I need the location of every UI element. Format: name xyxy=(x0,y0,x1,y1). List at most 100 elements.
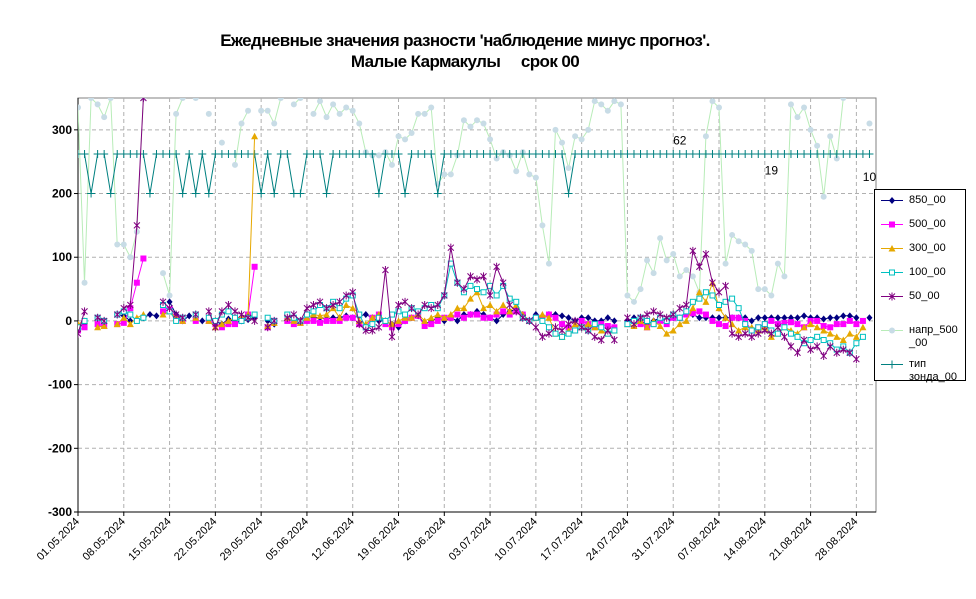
data-point xyxy=(395,133,402,140)
data-point xyxy=(330,101,337,108)
data-point xyxy=(584,320,592,328)
data-point xyxy=(329,301,337,309)
data-point xyxy=(696,314,703,322)
data-point xyxy=(382,265,389,274)
data-point xyxy=(355,320,363,329)
data-point xyxy=(192,317,199,324)
data-point xyxy=(440,314,448,321)
data-point xyxy=(833,314,840,322)
data-point xyxy=(140,255,147,262)
y-tick-label: 300 xyxy=(52,123,72,137)
data-point xyxy=(388,161,395,168)
data-point xyxy=(205,110,212,117)
data-point xyxy=(853,355,860,364)
data-point xyxy=(774,260,781,267)
data-point xyxy=(532,314,539,321)
data-point xyxy=(794,314,801,322)
data-point xyxy=(833,321,840,328)
data-point xyxy=(572,327,579,334)
data-point xyxy=(663,321,670,328)
data-point xyxy=(427,314,435,321)
data-point xyxy=(637,321,644,328)
data-point xyxy=(722,260,729,267)
series-line xyxy=(162,301,183,319)
data-point xyxy=(78,324,81,331)
data-point xyxy=(500,308,507,315)
data-point xyxy=(754,329,762,338)
data-point xyxy=(859,317,866,324)
data-point xyxy=(487,136,494,143)
data-point xyxy=(676,320,684,328)
series-line xyxy=(162,304,183,322)
data-point xyxy=(853,321,860,328)
data-point xyxy=(807,337,814,344)
data-point xyxy=(316,150,325,159)
data-point xyxy=(565,330,572,337)
data-point xyxy=(87,189,96,198)
data-point xyxy=(402,317,409,324)
data-point xyxy=(251,311,258,318)
data-point xyxy=(781,273,788,280)
data-point xyxy=(840,98,847,101)
data-point xyxy=(552,323,559,332)
legend-marker xyxy=(881,327,903,334)
data-point xyxy=(604,323,611,330)
data-point xyxy=(238,120,245,127)
data-point xyxy=(245,107,252,114)
data-point xyxy=(140,314,147,321)
data-point xyxy=(813,323,821,331)
data-point xyxy=(800,336,808,345)
data-point xyxy=(402,311,409,318)
data-point xyxy=(120,319,127,326)
data-point xyxy=(696,295,703,302)
data-point xyxy=(81,307,88,316)
data-point xyxy=(683,311,690,318)
data-point xyxy=(840,321,847,328)
y-tick-label: -300 xyxy=(48,505,72,519)
data-point xyxy=(604,326,612,335)
data-point xyxy=(225,321,232,328)
legend-label: тип зонда_00 xyxy=(909,358,958,383)
data-point xyxy=(474,117,480,124)
data-point xyxy=(630,298,637,305)
data-point xyxy=(330,317,337,324)
data-point xyxy=(486,301,494,308)
data-point xyxy=(814,317,821,324)
data-point xyxy=(421,110,428,117)
x-tick-label: 22.05.2024 xyxy=(172,516,219,563)
data-point xyxy=(761,326,769,335)
data-point xyxy=(173,317,180,324)
data-point xyxy=(493,155,500,162)
data-point xyxy=(644,317,651,324)
data-point xyxy=(591,332,599,341)
data-point xyxy=(480,289,487,296)
data-point xyxy=(264,323,272,332)
data-point xyxy=(113,320,121,328)
data-point xyxy=(126,320,134,328)
plot-area xyxy=(77,97,877,513)
data-point xyxy=(356,120,363,127)
data-point xyxy=(689,273,696,280)
data-point xyxy=(369,321,376,328)
data-point xyxy=(343,104,350,111)
data-point xyxy=(394,150,403,159)
data-point xyxy=(106,189,115,198)
data-point xyxy=(401,189,410,198)
data-point xyxy=(585,126,592,133)
data-point xyxy=(846,312,853,320)
data-point xyxy=(833,155,840,162)
data-point xyxy=(388,320,396,328)
data-point xyxy=(774,314,781,322)
data-point xyxy=(81,279,88,286)
data-point xyxy=(702,289,709,296)
data-point xyxy=(179,313,187,322)
data-point xyxy=(146,311,153,319)
data-point xyxy=(709,317,716,324)
data-point xyxy=(716,302,723,308)
data-point xyxy=(578,323,586,332)
data-point xyxy=(735,332,742,341)
data-point xyxy=(264,314,271,321)
data-point xyxy=(650,321,657,328)
data-point xyxy=(702,298,710,305)
data-point xyxy=(263,150,272,159)
